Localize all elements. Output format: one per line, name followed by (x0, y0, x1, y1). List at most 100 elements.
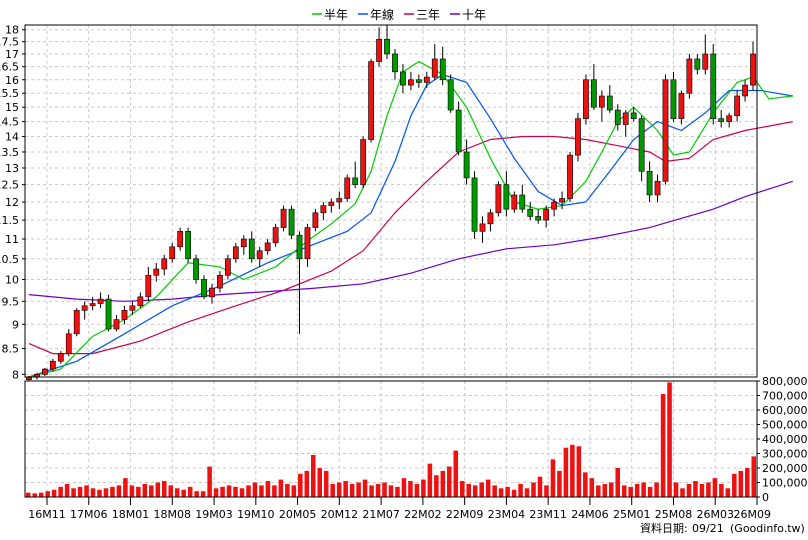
volume-bar (602, 483, 608, 497)
volume-bar (699, 483, 705, 497)
price-tick-label: 15 (5, 101, 19, 114)
volume-bar (615, 468, 620, 497)
candle-body (535, 216, 542, 221)
candle (551, 198, 557, 217)
x-axis: 16M11 17M06 18M01 18M08 19M03 19M10 20M05 20M12… (28, 497, 771, 521)
candle-body (392, 53, 398, 73)
volume-bar (745, 468, 750, 497)
candle-body (89, 303, 96, 307)
volume-tick-label: 400,000 (762, 433, 808, 446)
candle-body (336, 198, 343, 203)
volume-bar (693, 481, 698, 497)
volume-bar (51, 489, 57, 497)
volume-bar (155, 482, 161, 497)
volume-bar (38, 492, 44, 497)
price-tick-label: 15.5 (0, 87, 19, 100)
candle (336, 191, 343, 210)
candle (304, 223, 311, 267)
candle-body (42, 368, 48, 375)
volume-bar (181, 489, 186, 497)
volume-bar (200, 491, 206, 497)
candle (662, 74, 669, 185)
ma-ten-year-line (28, 180, 793, 302)
candle (710, 44, 717, 125)
candle (344, 174, 351, 203)
candle-body (384, 38, 390, 55)
candle-body (702, 53, 709, 70)
candle-body (439, 58, 446, 81)
candle (535, 209, 542, 224)
candle-body (726, 115, 733, 122)
volume-bar (97, 489, 102, 497)
candle (296, 231, 303, 334)
volume-bar (64, 483, 70, 497)
volume-bar (129, 485, 135, 497)
candle (137, 292, 144, 309)
candle (543, 205, 550, 228)
candle-body (431, 58, 438, 78)
volume-bar (505, 486, 510, 497)
candle-body (519, 194, 526, 210)
price-tick-label: 14 (5, 131, 19, 144)
candle (606, 85, 613, 113)
volume-bar (608, 482, 614, 497)
candle (89, 296, 96, 311)
plot-frame (24, 24, 758, 498)
grid (25, 25, 758, 497)
candle (161, 254, 168, 276)
volume-bar (485, 479, 491, 497)
candle (591, 64, 597, 111)
candle-body (161, 258, 168, 270)
volume-bar (149, 485, 154, 497)
volume-bar (466, 483, 472, 497)
candle (256, 246, 263, 267)
x-tick-label: 17M06 (70, 508, 108, 521)
candle-body (288, 208, 295, 236)
volume-bar (712, 478, 718, 497)
volume-bar (110, 486, 115, 497)
volume-tick-label: 100,000 (762, 477, 808, 490)
candle (49, 358, 56, 372)
legend-item: 十年 (450, 8, 486, 22)
price-tick-label: 17.5 (0, 36, 19, 49)
candle (614, 104, 621, 131)
price-tick-label: 10 (5, 274, 19, 287)
candle (408, 71, 414, 91)
volume-bar (388, 485, 394, 497)
candle (423, 71, 430, 88)
candle (583, 74, 589, 125)
candle-body (225, 258, 231, 276)
volume-tick-label: 800,000 (762, 375, 808, 388)
candle (320, 202, 327, 221)
candle (463, 139, 470, 185)
candle (217, 271, 223, 293)
candle (519, 184, 526, 213)
candle-body (49, 360, 56, 370)
price-tick-label: 14.5 (0, 116, 19, 129)
candle (646, 161, 653, 203)
candle (113, 314, 120, 332)
volume-bar (589, 478, 595, 497)
volume-bar (382, 482, 387, 497)
candle (201, 275, 207, 300)
candle-body (622, 112, 629, 125)
price-tick-label: 12.5 (0, 179, 19, 192)
price-tick-label: 11.5 (0, 214, 19, 227)
candle-body (543, 208, 550, 221)
volume-tick-label: 300,000 (762, 448, 808, 461)
footer-source: (Goodinfo.tw) (730, 522, 805, 535)
volume-bar (123, 478, 128, 497)
candle-body (455, 109, 462, 153)
volume-bar (272, 485, 277, 497)
candle-body (638, 118, 645, 172)
price-tick-label: 12 (5, 196, 19, 209)
candle-body (153, 268, 160, 276)
volume-bar (58, 486, 63, 497)
candle-body (598, 95, 605, 108)
candle-body (145, 274, 152, 298)
candle (575, 112, 581, 162)
price-tick-label: 8 (12, 368, 19, 381)
candle (73, 308, 80, 337)
volume-bar (434, 475, 439, 497)
